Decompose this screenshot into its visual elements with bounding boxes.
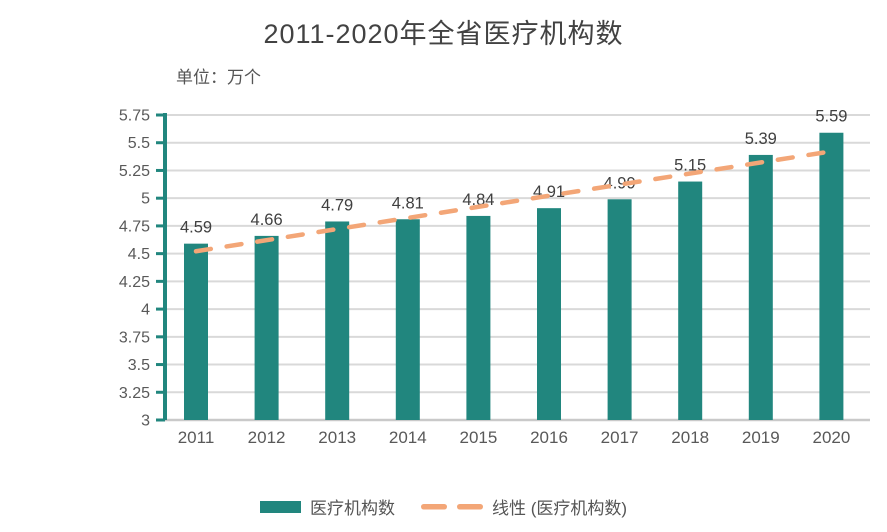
bar-2015 <box>466 215 491 420</box>
x-tick-label: 2017 <box>601 428 639 447</box>
y-tick-label: 5.25 <box>119 163 150 180</box>
y-tick-label: 3.75 <box>119 329 150 346</box>
x-tick-label: 2011 <box>178 428 215 447</box>
x-tick-label: 2018 <box>671 428 709 447</box>
y-tick-label: 3 <box>141 413 150 430</box>
chart-title: 2011-2020年全省医疗机构数 <box>263 19 624 49</box>
bar-2018 <box>678 181 703 420</box>
legend-trendline-swatch <box>420 503 483 510</box>
unit-label: 单位：万个 <box>176 68 261 87</box>
bar-2012 <box>254 235 279 420</box>
y-tick-label: 4.75 <box>119 218 150 235</box>
legend-bar-swatch <box>259 500 301 513</box>
bar-2019 <box>748 154 773 420</box>
bar-value-label: 4.81 <box>392 194 424 212</box>
x-tick-label: 2020 <box>812 428 850 447</box>
bar-2013 <box>325 221 350 420</box>
y-tick-label: 5 <box>141 191 150 208</box>
bar-value-label: 5.59 <box>815 108 847 126</box>
y-tick-label: 4 <box>141 302 150 319</box>
x-tick-label: 2012 <box>248 428 286 447</box>
chart-legend: 医疗机构数 线性 (医疗机构数) <box>0 494 887 519</box>
y-tick-label: 4.5 <box>128 246 150 263</box>
y-tick-label: 3.5 <box>128 357 150 374</box>
x-tick-label: 2015 <box>459 428 497 447</box>
bar-2016 <box>537 208 561 420</box>
bar-value-label: 5.39 <box>745 130 777 148</box>
y-tick-label: 5.5 <box>128 135 150 152</box>
bar-2014 <box>395 219 420 420</box>
x-tick-label: 2016 <box>530 428 568 447</box>
bar-value-label: 4.79 <box>321 196 353 214</box>
x-tick-label: 2013 <box>318 428 356 447</box>
bar-value-label: 4.99 <box>604 174 636 192</box>
bar-value-label: 4.59 <box>180 219 212 237</box>
bar-2017 <box>607 199 632 420</box>
bar-chart-plot: 4.59 4.664.79 4.81 4.84 4.91 4.995.155.395.59… <box>119 108 870 447</box>
y-tick-label: 3.25 <box>119 385 150 402</box>
x-tick-label: 2019 <box>742 428 780 447</box>
y-tick-label: 5.75 <box>119 108 150 125</box>
y-tick-label: 4.25 <box>119 274 150 291</box>
bar-value-label: 4.66 <box>251 211 283 229</box>
trend-line <box>193 149 834 254</box>
dash-icon <box>420 503 483 509</box>
legend-bar-label: 医疗机构数 <box>309 499 395 518</box>
legend-trendline-label: 线性 (医疗机构数) <box>491 499 628 518</box>
bar-2011 <box>184 243 208 420</box>
bar-2020 <box>819 132 844 420</box>
x-tick-label: 2014 <box>389 428 427 447</box>
